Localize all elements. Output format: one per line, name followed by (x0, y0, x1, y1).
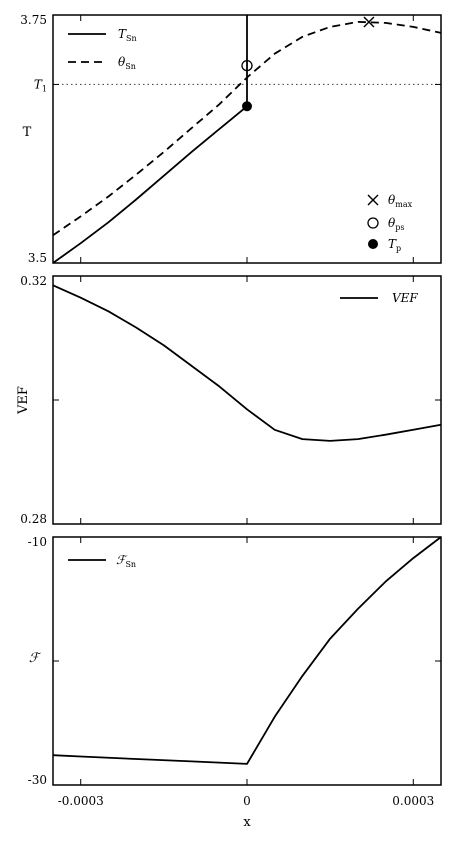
x-tick-label: 0.0003 (392, 794, 434, 808)
panel-free-energy: -0.0003 0 0.0003 -30 -10 ℱ x ℱSn (28, 535, 442, 830)
open-circle-icon (367, 217, 379, 229)
filled-circle-icon (368, 239, 378, 249)
x-tick-label: 0 (243, 794, 251, 808)
legend-top-left: TSn θSn (68, 27, 137, 71)
y-axis-label: VEF (16, 386, 31, 415)
x-marker-icon (367, 194, 379, 206)
y-tick-label: 3.75 (20, 13, 47, 27)
legend-label: VEF (392, 291, 418, 305)
legend-label: θmax (388, 193, 413, 209)
y-tick-label: T1 (34, 77, 47, 93)
series-line (52, 284, 442, 442)
y-tick-label: -30 (28, 773, 47, 787)
panel-temperature: 3.5 T1 3.75 T TSn θSn θmax θps Tp (20, 13, 442, 265)
series-line (52, 20, 442, 236)
legend-top-right: VEF (340, 291, 418, 305)
x-axis-label: x (243, 815, 251, 830)
plot-frame (52, 536, 442, 786)
series-line (52, 105, 248, 264)
marker-theta-ps (241, 59, 253, 72)
panel-vef: 0.28 0.32 VEF VEF (16, 274, 442, 526)
y-axis-label: T (23, 125, 32, 140)
y-tick-label: -10 (28, 535, 47, 549)
y-tick-label: 3.5 (28, 251, 47, 265)
y-axis-label: ℱ (29, 651, 42, 666)
legend-label: Tp (388, 237, 401, 253)
series-line (52, 536, 442, 765)
y-tick-label: 0.28 (20, 512, 47, 526)
y-tick-label: 0.32 (20, 274, 47, 288)
legend-top-left: ℱSn (68, 553, 136, 569)
legend-label: θSn (118, 55, 136, 71)
legend-label: θps (388, 216, 404, 232)
legend-bottom-right: θmax θps Tp (367, 193, 413, 253)
x-tick-label: -0.0003 (58, 794, 104, 808)
marker-theta-max (363, 16, 375, 28)
marker-tp (242, 101, 252, 112)
legend-label: ℱSn (116, 553, 136, 569)
legend-label: TSn (118, 27, 137, 43)
